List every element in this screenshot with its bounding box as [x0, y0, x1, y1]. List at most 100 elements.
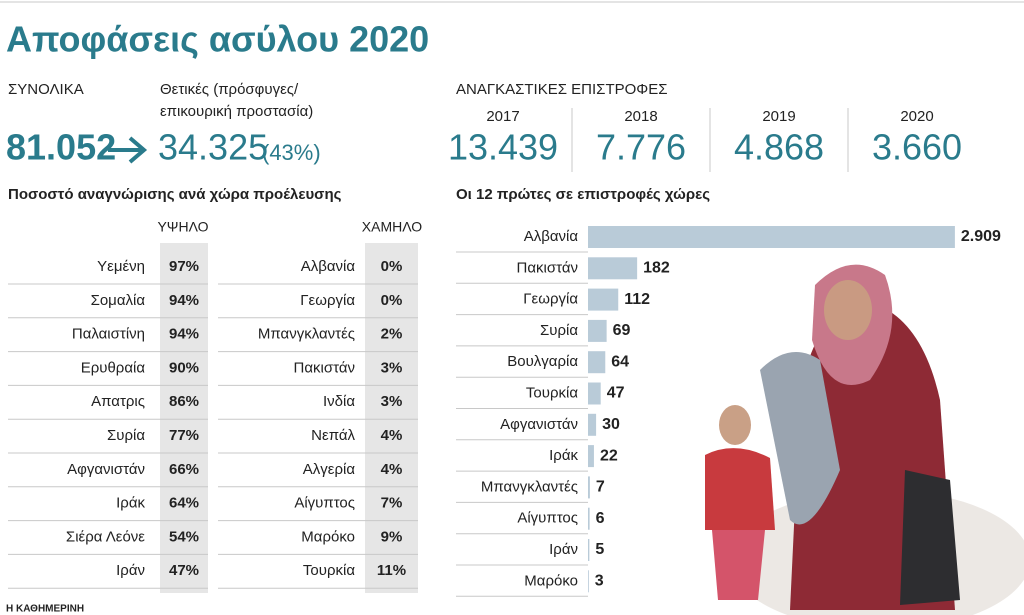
bar-value: 30 — [602, 416, 620, 433]
bar — [588, 539, 590, 561]
bar-value: 6 — [596, 510, 605, 527]
country: Ιράν — [549, 541, 578, 558]
rate: 3% — [381, 393, 403, 410]
rate: 3% — [381, 359, 403, 376]
bar — [588, 413, 597, 436]
section-title: Ποσοστό αναγνώρισης ανά χώρα προέλευσης — [8, 186, 342, 203]
rate: 90% — [169, 359, 199, 376]
bar-value: 47 — [607, 385, 625, 402]
country: Συρία — [107, 427, 145, 444]
rate: 9% — [381, 528, 403, 545]
rate: 7% — [381, 495, 403, 512]
rate: 94% — [169, 292, 199, 309]
country: Ερυθραία — [81, 359, 146, 376]
bar-value: 7 — [596, 479, 605, 496]
bar — [588, 476, 590, 499]
rate: 11% — [377, 562, 406, 579]
year: 2020 — [900, 108, 933, 125]
bar — [588, 382, 601, 405]
country: Μαρόκο — [524, 572, 578, 589]
positive-label: Θετικές (πρόσφυγες/ — [160, 81, 299, 98]
rate-column — [160, 243, 208, 593]
bar — [588, 257, 638, 280]
rate: 94% — [169, 326, 199, 343]
returns-value: 3.660 — [872, 127, 962, 168]
country: Αίγυπτος — [294, 495, 355, 512]
bar-value: 112 — [624, 291, 650, 308]
bar — [588, 288, 619, 311]
country: Αλβανία — [301, 258, 356, 275]
country: Μπανγκλαντές — [481, 478, 578, 495]
total-value: 81.052 — [6, 127, 116, 168]
bar-value: 5 — [595, 541, 604, 558]
country: Γεωργία — [523, 291, 578, 308]
rate: 77% — [169, 427, 199, 444]
country: Τουρκία — [303, 562, 355, 579]
arrow — [108, 136, 148, 164]
country: Ινδία — [323, 393, 355, 410]
bar — [588, 226, 955, 248]
country: Μπανγκλαντές — [258, 326, 355, 343]
rate: 97% — [169, 258, 199, 275]
bar-value: 69 — [613, 322, 631, 339]
bar-value: 182 — [643, 260, 670, 277]
country: Πακιστάν — [294, 359, 355, 376]
country: Αλγερία — [303, 461, 356, 478]
photo — [705, 264, 1024, 615]
country: Αφγανιστάν — [67, 461, 145, 478]
bar — [588, 351, 606, 374]
rate: 47% — [169, 562, 199, 579]
rate: 0% — [381, 292, 403, 309]
rate: 0% — [381, 258, 403, 275]
year: 2019 — [762, 108, 795, 125]
country: Αφγανιστάν — [500, 416, 578, 433]
returns-label: ΑΝΑΓΚΑΣΤΙΚΕΣ ΕΠΙΣΤΡΟΦΕΣ — [456, 81, 668, 98]
rate-column — [365, 243, 418, 593]
country: Γεωργία — [300, 292, 355, 309]
country: Νεπάλ — [311, 427, 355, 444]
country: Βουλγαρία — [507, 353, 578, 370]
positive-share: (43%) — [262, 140, 321, 165]
column-label: ΧΑΜΗΛΟ — [362, 219, 423, 235]
bar — [588, 570, 589, 593]
country: Τουρκία — [526, 384, 578, 401]
bar-value: 64 — [611, 353, 629, 370]
bar — [588, 445, 594, 468]
year: 2017 — [486, 108, 519, 125]
returns-value: 13.439 — [448, 127, 558, 168]
bar-value: 2.909 — [961, 228, 1001, 245]
country: Αίγυπτος — [517, 510, 578, 527]
section-title: Οι 12 πρώτες σε επιστροφές χώρες — [456, 186, 710, 203]
country: Απατρις — [91, 393, 145, 410]
bar — [588, 507, 590, 530]
rate: 4% — [381, 427, 403, 444]
rate: 4% — [381, 461, 403, 478]
country: Ιράν — [116, 562, 145, 579]
country: Σιέρα Λεόνε — [66, 528, 145, 545]
country: Σομαλία — [91, 292, 146, 309]
positive-value: 34.325 — [158, 127, 268, 168]
source: Η ΚΑΘΗΜΕΡΙΝΗ — [6, 604, 84, 615]
rate: 86% — [169, 393, 199, 410]
rate: 64% — [169, 495, 199, 512]
total-label: ΣΥΝΟΛΙΚΑ — [8, 81, 84, 98]
returns-value: 4.868 — [734, 127, 824, 168]
year: 2018 — [624, 108, 657, 125]
country: Ιράκ — [549, 447, 578, 464]
country: Υεμένη — [97, 258, 145, 275]
positive-label: επικουρική προστασία) — [160, 103, 313, 120]
rate: 2% — [381, 326, 403, 343]
country: Παλαιστίνη — [72, 326, 145, 343]
country: Ιράκ — [116, 495, 145, 512]
title: Αποφάσεις ασύλου 2020 — [6, 19, 429, 60]
country: Αλβανία — [524, 228, 579, 245]
country: Μαρόκο — [301, 528, 355, 545]
rate: 66% — [169, 461, 199, 478]
bar-value: 22 — [600, 447, 618, 464]
rate: 54% — [169, 528, 199, 545]
column-label: ΥΨΗΛΟ — [157, 219, 208, 235]
bar — [588, 319, 607, 342]
country: Συρία — [540, 322, 578, 339]
country: Πακιστάν — [517, 259, 578, 276]
